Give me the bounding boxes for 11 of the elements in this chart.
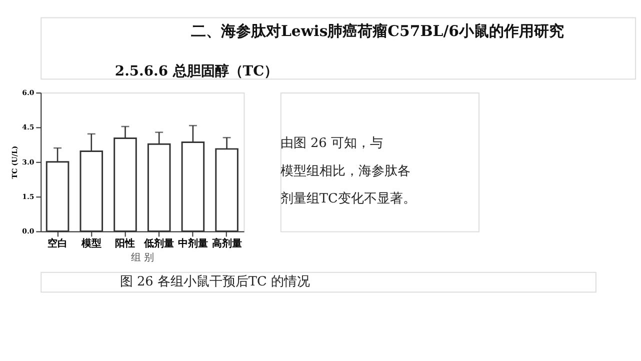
x-tick-label: 空白 (48, 238, 68, 250)
caption: 图 26 各组小鼠干预后TC 的情况 (120, 274, 310, 290)
x-tick-label: 中剂量 (178, 238, 208, 250)
x-tick-label: 阳性 (115, 238, 136, 250)
x-tick-label: 高剂量 (212, 238, 242, 250)
x-tick-label: 模型 (80, 238, 102, 250)
chart-subtitle: 2.5.6.6 总胆固醇（TC） (114, 62, 278, 80)
text: 二、海参肽对Lewis肺癌荷瘤C57BL/6小鼠的作用研究 (190, 22, 564, 40)
x-axis-title: 组 别 (131, 251, 154, 264)
text: 由图 26 可知，与模型组相比，海参肽各剂量组TC变化不显著。 (280, 136, 416, 207)
x-tick-label: 低剂量 (143, 238, 174, 250)
